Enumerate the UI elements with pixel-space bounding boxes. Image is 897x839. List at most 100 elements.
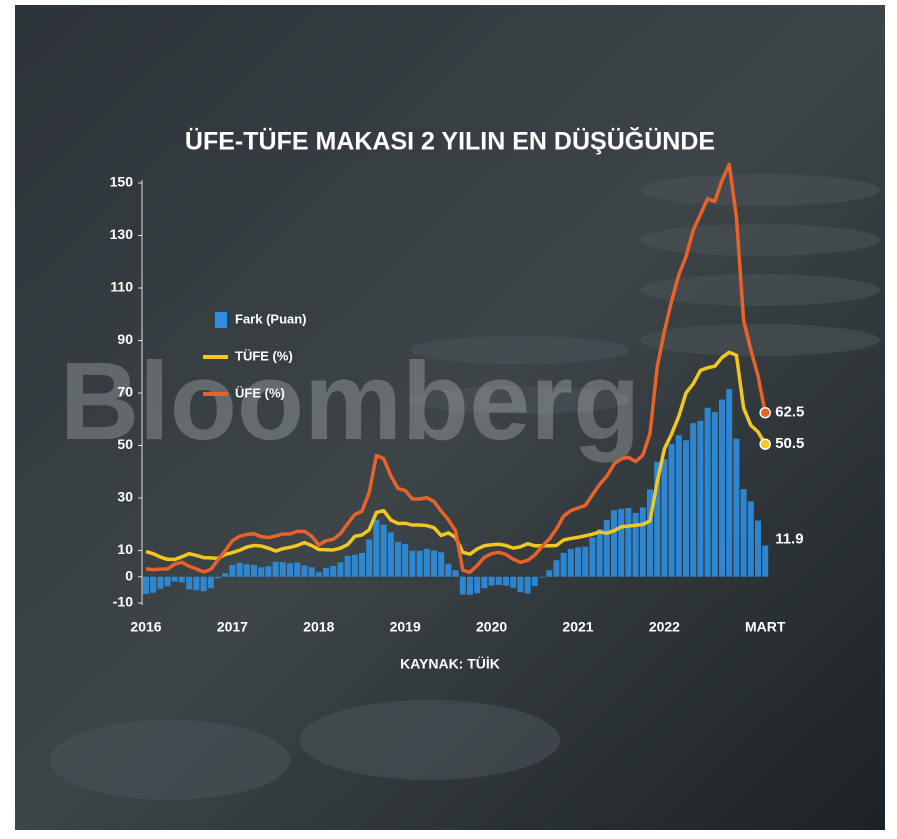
legend-label: ÜFE (%) [235,385,285,400]
bar [352,555,358,577]
bar [669,444,675,577]
bar [388,532,394,576]
bar [618,509,624,577]
bar [755,521,761,577]
bar [373,520,379,577]
bar [741,489,747,577]
bar [186,577,192,590]
x-tick-label: 2020 [476,619,507,635]
bar [474,577,480,594]
bar [409,551,415,577]
bar [719,400,725,577]
bar [431,551,437,577]
bar [445,564,451,577]
x-tick-label: 2017 [217,619,248,635]
bar [157,577,163,589]
chart-title: ÜFE-TÜFE MAKASI 2 YILIN EN DÜŞÜĞÜNDE [185,127,715,156]
bar [229,565,235,577]
end-label: 11.9 [775,530,803,547]
source: KAYNAK: TÜİK [400,656,500,672]
page: Bloomberg ÜFE-TÜFE MAKASI 2 YILIN EN DÜŞ… [0,0,897,839]
bar [330,566,336,577]
bar [489,577,495,586]
bar [539,577,545,578]
bar [683,440,689,577]
bar [532,577,538,586]
bar [690,423,696,577]
end-label: 62.5 [775,404,804,421]
x-tick-label: 2019 [390,619,421,635]
bar [676,435,682,576]
bar [402,544,408,577]
bar [510,577,516,588]
bar [589,537,595,576]
y-tick-label: 0 [125,567,133,583]
bar [301,565,307,576]
bar [287,563,293,576]
bar [244,564,250,577]
x-tick-label: MART [745,619,786,635]
bar [640,507,646,576]
bar [517,577,523,592]
bar [258,567,264,576]
bar [179,577,185,583]
x-tick-label: 2022 [649,619,680,635]
bar [467,577,473,595]
bar [193,577,199,590]
bar [712,412,718,577]
bar [265,566,271,577]
y-tick-label: 150 [110,174,134,190]
bar [438,552,444,576]
bar [453,570,459,577]
end-marker [760,439,770,449]
watermark: Bloomberg [60,340,641,463]
bar [273,562,279,577]
x-tick-label: 2018 [303,619,334,635]
bar [208,577,214,589]
bar [697,421,703,577]
bar [323,568,329,577]
bar [611,510,617,577]
bar [222,573,228,577]
bar [172,577,178,582]
bar [359,553,365,577]
y-tick-label: 130 [110,226,134,242]
bar [546,570,552,577]
y-tick-label: 110 [110,279,133,295]
bar [165,577,171,586]
bar [733,439,739,577]
y-tick-label: 10 [117,541,133,557]
bar [395,542,401,577]
bar [633,513,639,577]
bar [280,562,286,577]
bar [143,577,149,594]
bar [481,577,487,589]
bar [417,551,423,577]
bar [309,567,315,576]
x-tick-label: 2016 [130,619,161,635]
y-tick-label: -10 [113,594,133,610]
bar [496,577,502,585]
bar [553,560,559,577]
bar [726,389,732,577]
bar [215,577,221,579]
bar [625,508,631,577]
bar [251,565,257,577]
end-marker [760,408,770,418]
bar [337,562,343,576]
bar [582,547,588,577]
bar [762,546,768,577]
y-tick-label: 70 [117,384,133,400]
legend-swatch [215,312,227,328]
bar [575,547,581,576]
bar [460,577,466,595]
bar [705,408,711,577]
bar [294,563,300,577]
chart: Bloomberg ÜFE-TÜFE MAKASI 2 YILIN EN DÜŞ… [0,0,897,834]
end-label: 50.5 [775,435,804,452]
bar [525,577,531,594]
bar [381,525,387,577]
y-tick-label: 50 [117,436,133,452]
bar [604,520,610,577]
x-tick-label: 2021 [562,619,593,635]
